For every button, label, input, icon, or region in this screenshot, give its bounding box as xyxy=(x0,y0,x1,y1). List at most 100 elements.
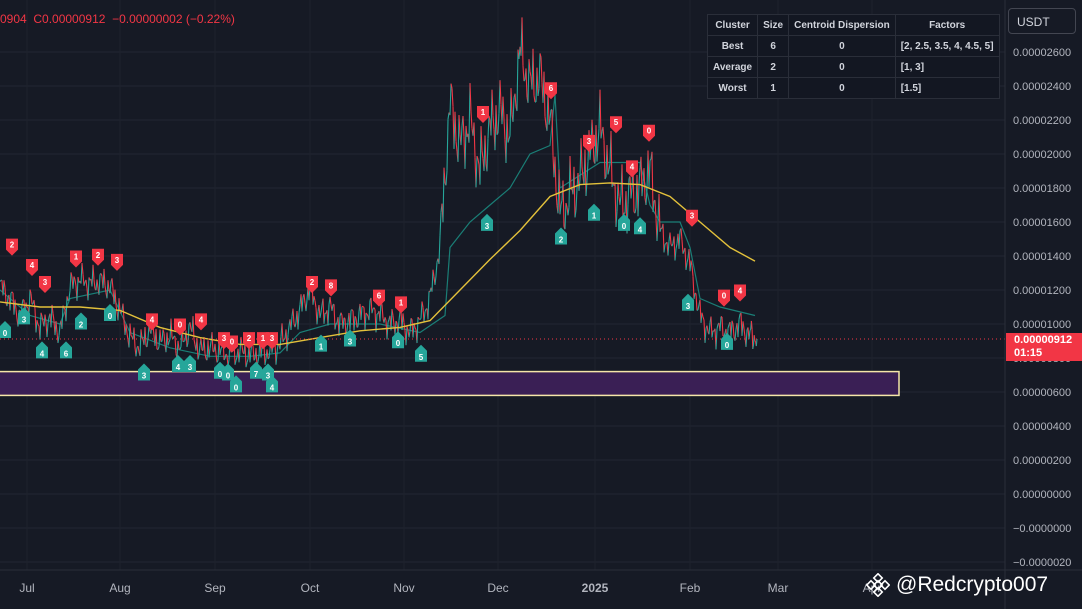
price-segment xyxy=(445,170,448,186)
price-segment xyxy=(29,289,32,294)
price-segment xyxy=(40,312,43,317)
price-segment xyxy=(539,53,542,58)
cell: 0 xyxy=(788,56,896,78)
price-segment xyxy=(366,313,369,317)
price-segment xyxy=(671,243,674,247)
marker-label: 0 xyxy=(647,127,652,136)
marker-shape xyxy=(0,321,11,338)
price-segment xyxy=(111,278,114,289)
binance-logo-icon xyxy=(866,573,890,597)
price-segment xyxy=(58,325,61,336)
price-segment xyxy=(585,180,588,196)
price-segment xyxy=(560,200,563,206)
marker-shape xyxy=(266,375,278,393)
price-segment xyxy=(508,135,511,140)
watermark: @Redcrypto007 xyxy=(866,573,1048,597)
price-segment xyxy=(512,97,515,122)
price-segment xyxy=(743,328,746,337)
marker-label: 7 xyxy=(254,370,259,379)
price-segment xyxy=(63,307,66,310)
marker-label: 4 xyxy=(630,162,635,171)
price-segment xyxy=(533,95,536,103)
marker-label: 3 xyxy=(485,222,490,231)
price-segment xyxy=(177,340,180,350)
price-segment xyxy=(281,323,284,342)
price-segment xyxy=(423,311,426,323)
price-segment xyxy=(76,277,79,301)
x-tick-label: Oct xyxy=(301,581,320,595)
marker-shape xyxy=(395,296,407,314)
y-tick-label: 0.00000600 xyxy=(1013,387,1071,399)
price-segment xyxy=(140,329,143,339)
x-tick-label: Aug xyxy=(109,581,130,595)
price-segment xyxy=(516,49,519,112)
price-segment xyxy=(292,308,295,324)
price-segment xyxy=(268,349,271,359)
price-segment xyxy=(678,230,681,249)
marker-shape xyxy=(626,160,638,178)
price-segment xyxy=(599,89,602,139)
price-segment xyxy=(114,289,117,306)
support-zone-rect xyxy=(0,370,900,397)
buy-signal-marker: 2 xyxy=(75,312,87,330)
price-segment xyxy=(745,329,748,347)
price-segment xyxy=(584,149,587,196)
sell-signal-marker: 8 xyxy=(325,279,337,297)
price-segment xyxy=(496,132,499,135)
marker-shape xyxy=(111,253,123,271)
marker-shape xyxy=(230,375,242,393)
buy-signal-marker: 3 xyxy=(184,355,196,372)
marker-label: 2 xyxy=(310,278,315,287)
x-tick-label: Nov xyxy=(393,581,414,595)
cell: 0 xyxy=(788,77,896,99)
price-segment xyxy=(475,156,478,188)
price-segment xyxy=(424,309,427,312)
marker-shape xyxy=(138,363,150,381)
price-segment xyxy=(465,125,468,137)
price-segment xyxy=(133,327,136,348)
buy-signal-marker: 6 xyxy=(60,341,72,359)
buy-signal-marker: 4 xyxy=(266,375,278,393)
price-segment xyxy=(669,232,672,245)
marker-label: 5 xyxy=(419,353,424,362)
price-segment xyxy=(652,200,655,213)
price-segment xyxy=(146,338,149,348)
buy-signal-marker: 3 xyxy=(138,363,150,381)
sell-signal-marker: 2 xyxy=(6,238,18,256)
price-segment xyxy=(130,335,133,337)
x-tick-label: Feb xyxy=(680,581,701,595)
price-segment xyxy=(480,126,483,151)
price-segment xyxy=(458,115,461,135)
price-segment xyxy=(454,111,457,142)
marker-label: 3 xyxy=(222,334,227,343)
price-segment xyxy=(209,341,212,349)
x-tick-label: Sep xyxy=(204,581,226,595)
price-segment xyxy=(649,158,652,161)
price-segment xyxy=(50,304,53,328)
price-segment xyxy=(462,116,465,137)
marker-shape xyxy=(18,307,30,325)
currency-button[interactable]: USDT xyxy=(1008,8,1076,34)
price-segment xyxy=(487,115,490,139)
marker-label: 2 xyxy=(559,236,564,245)
sell-signal-marker: 4 xyxy=(626,160,638,178)
marker-shape xyxy=(36,341,48,359)
price-segment xyxy=(596,143,599,162)
col-header: Centroid Dispersion xyxy=(788,14,896,36)
buy-signal-marker: 5 xyxy=(415,344,427,362)
price-segment xyxy=(648,160,651,188)
price-segment xyxy=(100,273,103,277)
price-segment xyxy=(420,301,423,319)
price-segment xyxy=(70,272,73,278)
price-segment xyxy=(523,79,526,82)
marker-shape xyxy=(75,312,87,330)
price-segment xyxy=(36,320,39,325)
marker-label: 6 xyxy=(64,349,69,358)
price-segment xyxy=(371,308,374,314)
price-segment xyxy=(327,304,330,326)
marker-shape xyxy=(226,335,238,353)
marker-shape xyxy=(686,209,698,227)
price-segment xyxy=(118,298,121,312)
price-segment xyxy=(721,316,724,336)
